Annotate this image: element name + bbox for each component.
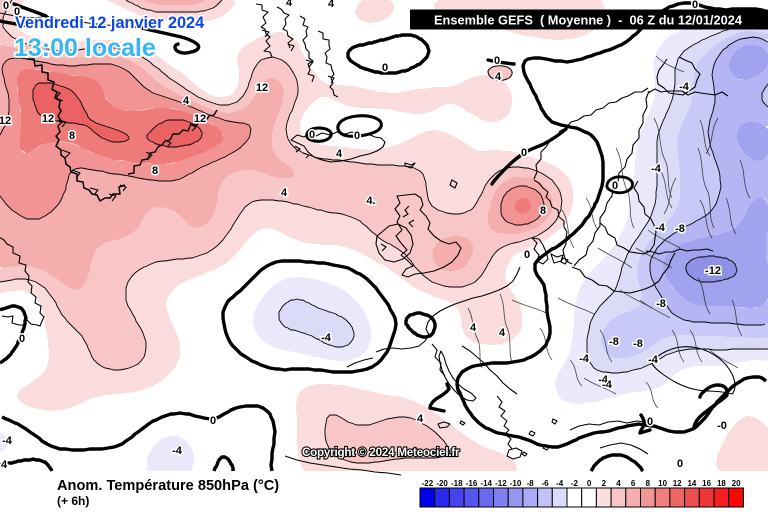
svg-text:12: 12	[256, 82, 268, 94]
svg-text:-4: -4	[651, 163, 662, 175]
svg-text:16: 16	[702, 479, 711, 488]
svg-text:-4: -4	[648, 354, 659, 366]
svg-text:0: 0	[494, 55, 500, 67]
svg-text:8: 8	[152, 165, 158, 177]
svg-text:-8: -8	[656, 298, 666, 310]
svg-text:-8: -8	[609, 336, 619, 348]
svg-text:-4: -4	[579, 353, 590, 365]
svg-text:-4: -4	[655, 222, 666, 234]
svg-text:12: 12	[42, 113, 54, 125]
svg-text:-0: -0	[717, 420, 727, 432]
svg-text:0: 0	[521, 147, 527, 159]
svg-text:-16: -16	[466, 479, 478, 488]
svg-text:0: 0	[19, 333, 25, 345]
svg-text:0: 0	[3, 0, 9, 12]
svg-text:4: 4	[328, 0, 335, 10]
svg-text:4: 4	[470, 322, 477, 334]
svg-text:0: 0	[677, 458, 683, 470]
svg-text:18: 18	[717, 479, 726, 488]
svg-text:-4: -4	[321, 332, 332, 344]
svg-text:-12: -12	[705, 265, 721, 277]
svg-text:Ensemble GEFS ( Moyenne ) -: Ensemble GEFS ( Moyenne ) - 06 Z du 12/0…	[434, 13, 743, 28]
svg-text:4: 4	[499, 327, 506, 339]
svg-text:10: 10	[658, 479, 667, 488]
svg-text:4.: 4.	[366, 195, 375, 207]
svg-text:12: 12	[673, 479, 682, 488]
svg-text:0: 0	[647, 416, 653, 428]
svg-text:(+ 6h): (+ 6h)	[57, 494, 89, 508]
svg-text:-14: -14	[480, 479, 492, 488]
svg-text:-8: -8	[633, 338, 643, 350]
svg-text:4: 4	[616, 479, 621, 488]
svg-text:0: 0	[692, 0, 698, 11]
svg-text:Anom. Température 850hPa (°C): Anom. Température 850hPa (°C)	[57, 478, 279, 494]
svg-text:0: 0	[354, 130, 360, 142]
svg-text:-8: -8	[675, 223, 685, 235]
svg-text:-18: -18	[451, 479, 463, 488]
svg-text:-4: -4	[598, 374, 609, 386]
svg-text:13:00 locale: 13:00 locale	[14, 34, 156, 62]
svg-text:4: 4	[336, 148, 343, 160]
svg-text:4: 4	[286, 0, 293, 9]
svg-text:0: 0	[612, 180, 618, 192]
svg-text:4: 4	[281, 187, 288, 199]
svg-text:4: 4	[495, 71, 502, 83]
svg-text:0: 0	[382, 62, 388, 74]
svg-text:0: 0	[210, 415, 216, 427]
svg-text:4: 4	[183, 95, 190, 107]
svg-text:-22: -22	[422, 479, 434, 488]
svg-text:Copyright © 2024 Meteociel.fr: Copyright © 2024 Meteociel.fr	[302, 446, 460, 459]
svg-text:0: 0	[524, 249, 530, 261]
svg-text:8: 8	[540, 205, 546, 217]
svg-text:-2: -2	[571, 479, 579, 488]
svg-text:2: 2	[602, 479, 607, 488]
svg-text:6: 6	[631, 479, 636, 488]
svg-text:14: 14	[687, 479, 696, 488]
svg-text:0: 0	[14, 6, 20, 18]
svg-text:20: 20	[732, 479, 741, 488]
svg-text:-10: -10	[510, 479, 522, 488]
svg-text:0: 0	[309, 129, 315, 141]
svg-text:4: 4	[417, 413, 424, 425]
svg-text:-6: -6	[541, 479, 549, 488]
svg-text:12: 12	[194, 113, 206, 125]
svg-text:-4: -4	[602, 379, 613, 391]
svg-text:12: 12	[0, 115, 11, 127]
svg-text:8: 8	[69, 130, 75, 142]
svg-text:-20: -20	[436, 479, 448, 488]
svg-text:-8: -8	[527, 479, 535, 488]
svg-text:4: 4	[1, 459, 8, 471]
svg-text:-4: -4	[556, 479, 564, 488]
svg-text:-4: -4	[2, 435, 13, 447]
svg-text:-4: -4	[172, 445, 183, 457]
svg-text:0: 0	[587, 479, 592, 488]
svg-text:-4: -4	[679, 81, 690, 93]
svg-text:Vendredi 12 janvier 2024: Vendredi 12 janvier 2024	[15, 14, 204, 32]
svg-text:8: 8	[646, 479, 651, 488]
svg-text:-12: -12	[495, 479, 507, 488]
